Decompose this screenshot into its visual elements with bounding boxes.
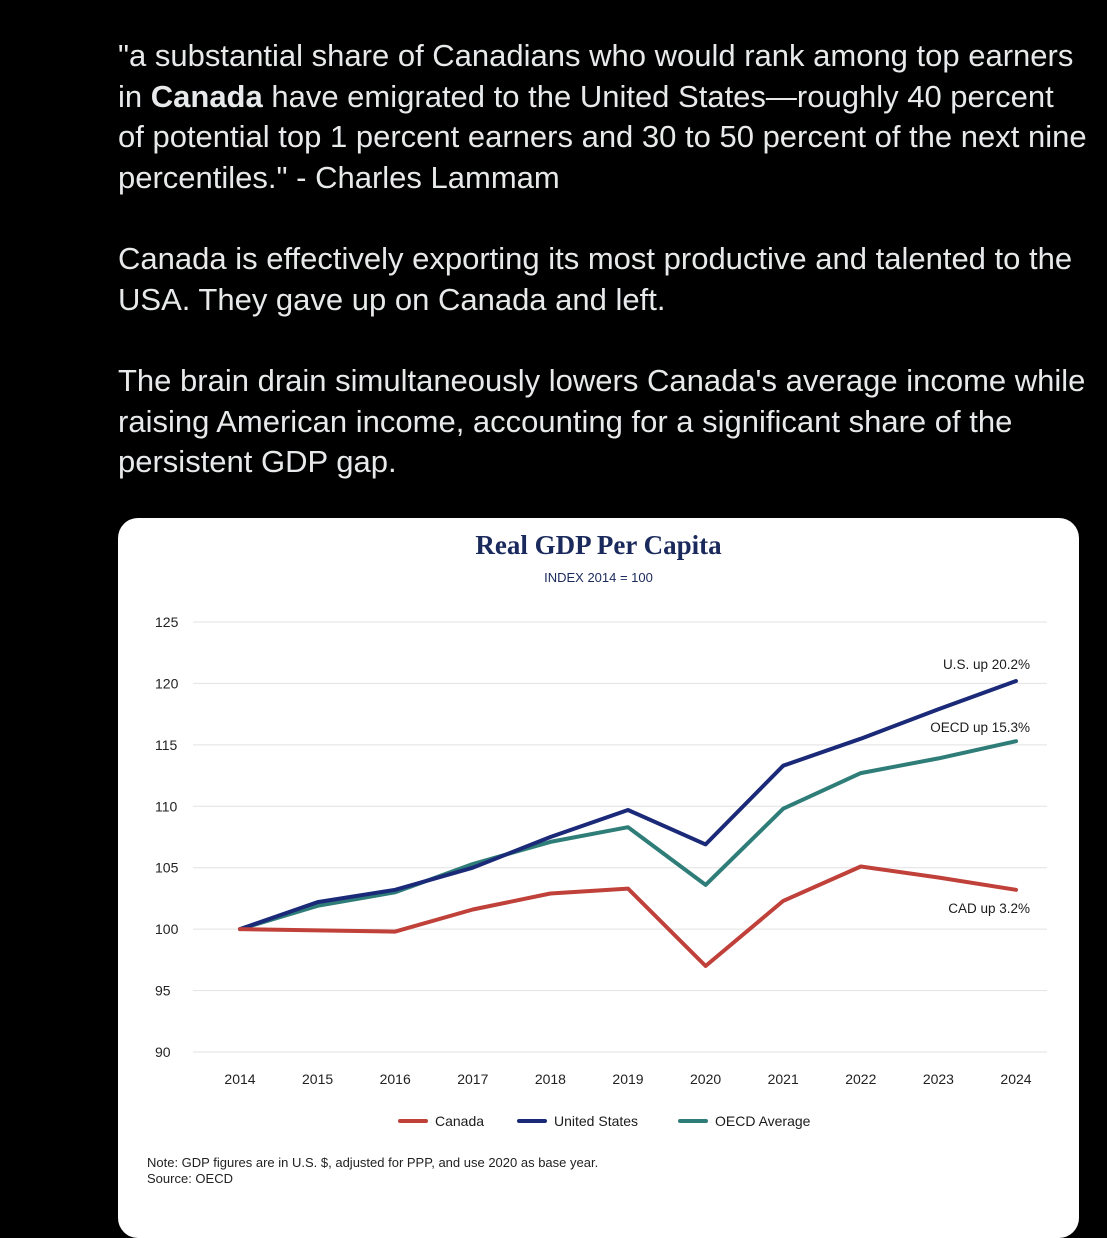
legend-label-oecd-average: OECD Average (715, 1113, 811, 1129)
post-paragraph-1: "a substantial share of Canadians who wo… (118, 36, 1088, 198)
y-tick-label-90: 90 (155, 1044, 171, 1060)
x-tick-label-2015: 2015 (302, 1071, 333, 1087)
annotation-united-states: U.S. up 20.2% (943, 657, 1030, 672)
note-text: Note: GDP figures are in U.S. $, adjuste… (147, 1155, 599, 1170)
gdp-line-chart: 90 95 100 105 110 115 120 125 2014 2015 2016 2017 20… (155, 614, 1047, 1129)
y-tick-label-110: 110 (155, 798, 178, 814)
series-line-oecd-average (238, 739, 1018, 932)
x-tick-label-2014: 2014 (224, 1071, 255, 1087)
x-tick-label-2017: 2017 (457, 1071, 488, 1087)
x-tick-label-2019: 2019 (612, 1071, 643, 1087)
quote-text-end: have emigrated to the United States—roug… (118, 78, 1087, 195)
post-paragraph-2: Canada is effectively exporting its most… (118, 241, 1073, 317)
x-tick-label-2024: 2024 (1000, 1071, 1031, 1087)
x-tick-label-2020: 2020 (690, 1071, 721, 1087)
chart-note: Note: GDP figures are in U.S. $, adjuste… (147, 1155, 598, 1187)
legend-label-canada: Canada (435, 1113, 484, 1129)
y-tick-label-100: 100 (155, 921, 179, 937)
x-tick-label-2022: 2022 (845, 1071, 876, 1087)
y-tick-label-115: 115 (155, 737, 178, 753)
annotation-canada: CAD up 3.2% (948, 901, 1030, 916)
series-line-united-states (238, 679, 1018, 932)
chart-title: Real GDP Per Capita (475, 530, 722, 560)
x-tick-label-2018: 2018 (535, 1071, 566, 1087)
series-line-canada (238, 864, 1018, 968)
quote-text-start: "a substantial share of Canadians who wo… (118, 38, 1074, 114)
x-tick-label-2016: 2016 (380, 1071, 411, 1087)
post-text: "a substantial share of Canadians who wo… (118, 36, 1088, 524)
y-tick-label-105: 105 (155, 860, 179, 876)
source-text: Source: OECD (147, 1171, 233, 1186)
y-tick-label-125: 125 (155, 614, 179, 630)
legend-label-united-states: United States (554, 1113, 638, 1129)
x-tick-label-2023: 2023 (923, 1071, 954, 1087)
annotation-oecd-average: OECD up 15.3% (930, 720, 1030, 735)
y-tick-label-120: 120 (155, 675, 179, 691)
chart-card (118, 518, 1079, 1238)
chart-subtitle: INDEX 2014 = 100 (544, 570, 653, 585)
x-tick-label-2021: 2021 (768, 1071, 799, 1087)
quote-bold-canada: Canada (150, 78, 263, 114)
y-tick-label-95: 95 (155, 983, 171, 999)
post-paragraph-3: The brain drain simultaneously lowers Ca… (118, 363, 1086, 479)
